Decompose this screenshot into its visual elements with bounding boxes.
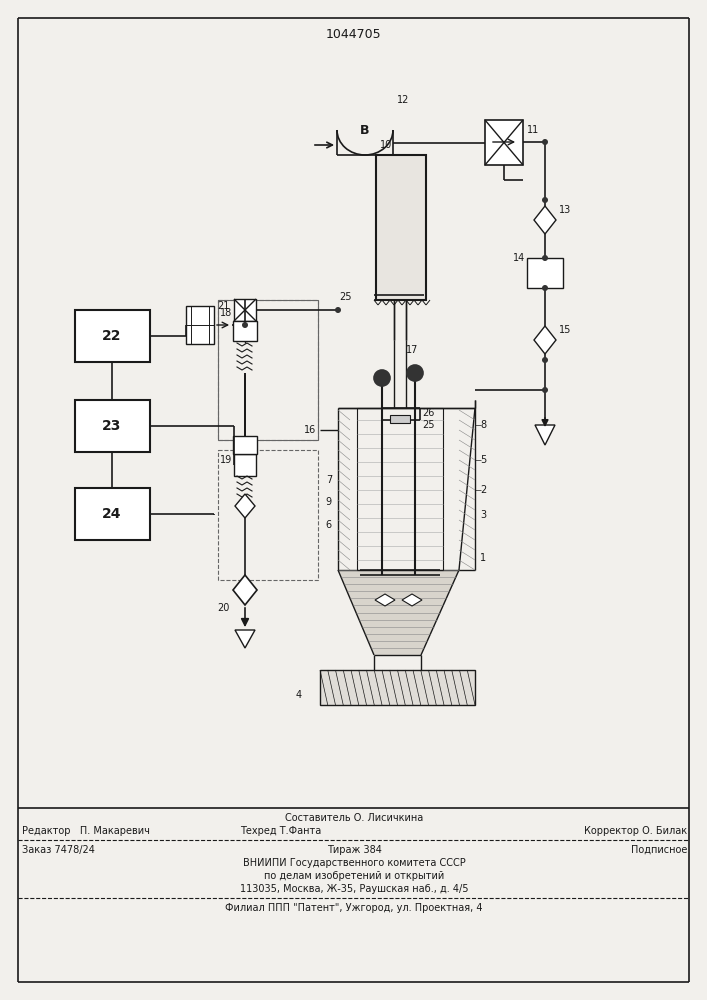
Circle shape bbox=[542, 357, 548, 363]
Bar bbox=[234, 299, 256, 321]
Circle shape bbox=[407, 365, 423, 381]
Circle shape bbox=[542, 255, 548, 261]
Bar bbox=[485, 120, 523, 165]
Text: 13: 13 bbox=[559, 205, 571, 215]
Text: Тираж 384: Тираж 384 bbox=[327, 845, 382, 855]
Text: 113035, Москва, Ж-35, Раушская наб., д. 4/5: 113035, Москва, Ж-35, Раушская наб., д. … bbox=[240, 884, 468, 894]
Circle shape bbox=[335, 307, 341, 313]
Text: 4: 4 bbox=[296, 690, 302, 700]
Bar bbox=[527, 258, 563, 288]
Text: 9: 9 bbox=[326, 497, 332, 507]
Polygon shape bbox=[233, 575, 257, 605]
Circle shape bbox=[542, 139, 548, 145]
Text: Техред Т.Фанта: Техред Т.Фанта bbox=[240, 826, 321, 836]
Text: 7: 7 bbox=[326, 475, 332, 485]
Circle shape bbox=[542, 285, 548, 291]
Polygon shape bbox=[535, 425, 555, 445]
Text: 23: 23 bbox=[103, 419, 122, 433]
Polygon shape bbox=[402, 594, 422, 606]
Text: Подписное: Подписное bbox=[631, 845, 687, 855]
Bar bbox=[75, 400, 150, 452]
Text: Корректор О. Билак: Корректор О. Билак bbox=[584, 826, 687, 836]
Bar bbox=[320, 670, 475, 705]
Text: 1: 1 bbox=[480, 553, 486, 563]
Text: 11: 11 bbox=[527, 125, 539, 135]
Text: 25: 25 bbox=[422, 420, 435, 430]
Text: 15: 15 bbox=[559, 325, 571, 335]
Polygon shape bbox=[534, 206, 556, 234]
Text: 1044705: 1044705 bbox=[325, 28, 381, 41]
Bar bbox=[376, 155, 426, 300]
Text: 20: 20 bbox=[218, 603, 230, 613]
Text: 18: 18 bbox=[220, 308, 233, 318]
Text: Заказ 7478/24: Заказ 7478/24 bbox=[22, 845, 95, 855]
Text: по делам изобретений и открытий: по делам изобретений и открытий bbox=[264, 871, 444, 881]
Bar bbox=[233, 321, 257, 341]
Bar bbox=[234, 454, 256, 476]
Polygon shape bbox=[534, 326, 556, 354]
Text: ВНИИПИ Государственного комитета СССР: ВНИИПИ Государственного комитета СССР bbox=[243, 858, 465, 868]
Bar bbox=[218, 450, 318, 580]
Text: 24: 24 bbox=[103, 507, 122, 521]
Text: 16: 16 bbox=[304, 425, 316, 435]
Text: 22: 22 bbox=[103, 329, 122, 343]
Text: 3: 3 bbox=[480, 510, 486, 520]
Text: 6: 6 bbox=[326, 520, 332, 530]
Circle shape bbox=[242, 322, 248, 328]
Text: 17: 17 bbox=[406, 345, 419, 355]
Bar bbox=[186, 306, 214, 344]
Circle shape bbox=[374, 370, 390, 386]
Circle shape bbox=[542, 387, 548, 393]
Bar bbox=[218, 300, 318, 440]
Text: Филиал ППП "Патент", Ужгород, ул. Проектная, 4: Филиал ППП "Патент", Ужгород, ул. Проект… bbox=[226, 903, 483, 913]
Text: 8: 8 bbox=[480, 420, 486, 430]
Text: Редактор   П. Макаревич: Редактор П. Макаревич bbox=[22, 826, 150, 836]
Text: 25: 25 bbox=[339, 292, 351, 302]
Bar bbox=[218, 300, 318, 440]
Text: 2: 2 bbox=[480, 485, 486, 495]
Text: 5: 5 bbox=[480, 455, 486, 465]
Bar bbox=[75, 488, 150, 540]
Text: B: B bbox=[361, 123, 370, 136]
Polygon shape bbox=[235, 630, 255, 648]
Text: 14: 14 bbox=[513, 253, 525, 263]
Polygon shape bbox=[375, 594, 395, 606]
Text: 10: 10 bbox=[380, 140, 392, 150]
Bar bbox=[390, 415, 410, 423]
Polygon shape bbox=[235, 494, 255, 518]
Bar bbox=[233, 436, 257, 454]
Text: 12: 12 bbox=[397, 95, 409, 105]
Circle shape bbox=[542, 197, 548, 203]
Text: 26: 26 bbox=[422, 408, 434, 418]
Bar bbox=[75, 310, 150, 362]
Text: Составитель О. Лисичкина: Составитель О. Лисичкина bbox=[285, 813, 423, 823]
Polygon shape bbox=[338, 570, 459, 655]
Text: 21: 21 bbox=[217, 301, 229, 311]
Text: 19: 19 bbox=[220, 455, 233, 465]
